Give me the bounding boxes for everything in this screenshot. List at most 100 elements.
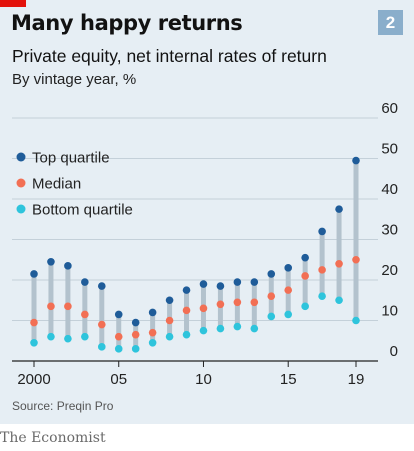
median-point <box>81 310 89 319</box>
median-point <box>199 304 208 313</box>
y-tick-label: 10 <box>381 303 398 320</box>
bottom-quartile-point <box>267 312 276 321</box>
bottom-quartile-point <box>233 322 242 331</box>
median-point <box>216 300 225 309</box>
x-tick-label: 2000 <box>17 371 50 388</box>
top-quartile-point <box>114 310 123 319</box>
range-bar <box>353 160 359 321</box>
chart-units-note: By vintage year, % <box>12 71 137 88</box>
x-axis-ticks: 2000 05 10 15 19 <box>17 361 364 388</box>
x-tick-label: 10 <box>195 371 212 388</box>
median-point <box>131 330 140 339</box>
bottom-quartile-point <box>199 326 208 335</box>
legend: Top quartile Median Bottom quartile <box>16 150 133 219</box>
top-quartile-point <box>182 286 191 294</box>
top-quartile-point <box>233 278 242 286</box>
y-tick-label: 50 <box>381 141 398 158</box>
legend-label: Bottom quartile <box>32 202 133 219</box>
data-points <box>30 156 360 353</box>
median-point <box>47 302 55 311</box>
bottom-quartile-point <box>352 316 360 325</box>
legend-marker <box>16 204 26 214</box>
top-quartile-point <box>165 296 174 305</box>
top-quartile-point <box>335 205 343 213</box>
range-bar <box>302 257 308 307</box>
range-bar <box>48 261 54 337</box>
median-point <box>318 266 326 274</box>
x-tick-label: 19 <box>348 371 365 388</box>
median-point <box>284 286 293 294</box>
bottom-quartile-point <box>97 343 106 351</box>
chart-panel <box>0 0 414 424</box>
range-bar <box>116 314 122 349</box>
top-quartile-point <box>301 253 309 262</box>
median-point <box>182 306 191 315</box>
top-quartile-point <box>131 318 140 327</box>
median-point <box>97 320 106 329</box>
bottom-quartile-point <box>318 292 326 301</box>
y-tick-label: 30 <box>381 222 398 239</box>
range-bar <box>99 286 105 347</box>
legend-marker <box>16 152 26 162</box>
range-bar <box>65 265 71 339</box>
y-tick-label: 40 <box>381 181 398 198</box>
legend-label: Median <box>32 176 81 193</box>
bottom-quartile-point <box>64 334 72 343</box>
median-point <box>233 298 242 307</box>
publisher-logo: The Economist <box>0 430 106 446</box>
y-axis-ticks: 0 10 20 30 40 50 60 <box>381 100 398 360</box>
range-bar <box>336 209 342 301</box>
bottom-quartile-point <box>335 296 343 305</box>
bottom-quartile-point <box>148 338 157 347</box>
top-quartile-point <box>30 270 38 278</box>
bottom-quartile-point <box>165 332 174 341</box>
median-point <box>165 316 174 325</box>
bottom-quartile-point <box>216 324 225 333</box>
chart-svg: 0 10 20 30 40 50 60 2000 05 10 15 19 Top quartile M… <box>12 100 398 388</box>
top-quartile-point <box>216 282 225 290</box>
median-point <box>30 318 38 327</box>
bottom-quartile-point <box>47 332 55 341</box>
legend-label: Top quartile <box>32 150 110 167</box>
top-quartile-point <box>199 280 208 288</box>
median-point <box>114 332 123 341</box>
median-point <box>352 255 360 264</box>
bottom-quartile-point <box>81 332 89 341</box>
legend-marker <box>16 178 26 188</box>
brand-red-bar <box>0 0 26 7</box>
top-quartile-point <box>148 308 157 317</box>
bottom-quartile-point <box>284 310 293 319</box>
y-tick-label: 0 <box>390 343 398 360</box>
chart-subtitle: Private equity, net internal rates of re… <box>12 46 327 66</box>
top-quartile-point <box>284 264 293 272</box>
range-bar <box>150 312 156 343</box>
median-point <box>267 292 276 301</box>
range-bar <box>31 273 37 343</box>
median-point <box>64 302 72 311</box>
range-bar <box>82 282 88 337</box>
x-tick-label: 15 <box>280 371 297 388</box>
median-point <box>301 272 309 280</box>
median-point <box>148 328 157 337</box>
top-quartile-point <box>250 278 259 286</box>
top-quartile-point <box>64 262 72 270</box>
median-point <box>250 298 259 307</box>
chart-number-badge: 2 <box>378 10 403 35</box>
chart-title: Many happy returns <box>11 11 243 35</box>
top-quartile-point <box>352 156 360 165</box>
top-quartile-point <box>267 270 276 278</box>
bottom-quartile-point <box>131 345 140 353</box>
bottom-quartile-point <box>182 330 191 339</box>
top-quartile-point <box>47 257 55 266</box>
top-quartile-point <box>318 227 326 236</box>
bottom-quartile-point <box>114 345 123 353</box>
source-note: Source: Preqin Pro <box>12 399 114 413</box>
median-point <box>335 260 343 268</box>
bottom-quartile-point <box>30 338 38 347</box>
bottom-quartile-point <box>301 302 309 311</box>
gridlines <box>12 117 378 362</box>
y-tick-label: 20 <box>381 262 398 279</box>
x-tick-label: 05 <box>110 371 127 388</box>
range-bar <box>319 231 325 297</box>
top-quartile-point <box>97 282 106 290</box>
